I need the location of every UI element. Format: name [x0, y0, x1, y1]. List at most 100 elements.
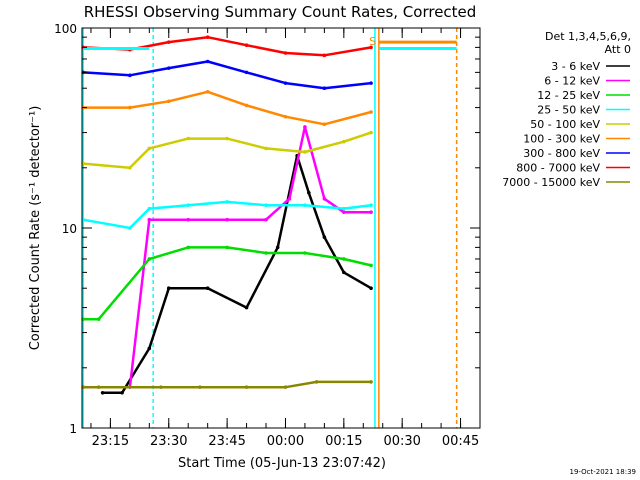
- series-point-7-6: [322, 53, 327, 58]
- y-axis-label: Corrected Count Rate (s⁻¹ detector⁻¹): [28, 106, 43, 351]
- x-tick-label: 23:30: [150, 434, 187, 449]
- series-point-5-5: [283, 114, 288, 119]
- series-point-1-3: [186, 217, 191, 222]
- series-line-6: [83, 60, 372, 90]
- series-point-4-6: [303, 150, 307, 154]
- series-point-8-5: [283, 385, 288, 389]
- series-group: [81, 35, 457, 395]
- series-point-7-7: [369, 45, 373, 50]
- series-point-6-7: [369, 81, 373, 85]
- series-point-6-1: [128, 73, 132, 78]
- series-point-3-7: [342, 206, 346, 211]
- legend-label-2: 12 - 25 keV: [537, 89, 600, 102]
- series-point-2-4: [225, 245, 229, 250]
- legend-label-1: 6 - 12 keV: [544, 75, 600, 88]
- footer-date: 19-Oct-2021 18:39: [570, 468, 636, 476]
- series-point-0-4: [205, 286, 210, 291]
- series-point-1-4: [225, 217, 229, 222]
- series-point-2-2: [147, 257, 152, 261]
- series-point-0-3: [166, 286, 171, 291]
- series-point-7-2: [166, 40, 171, 44]
- series-point-1-9: [342, 210, 346, 214]
- series-point-3-1: [128, 226, 132, 230]
- series-point-5-7: [369, 110, 373, 114]
- x-tick-label: 00:30: [383, 434, 420, 449]
- series-point-4-1: [128, 165, 132, 170]
- legend-label-8: 7000 - 15000 keV: [502, 176, 600, 189]
- series-point-4-7: [342, 139, 346, 144]
- series-point-0-10: [342, 270, 346, 275]
- annotations: S: [369, 35, 376, 48]
- x-tick-label: 00:45: [442, 434, 479, 449]
- series-point-6-5: [283, 81, 288, 85]
- series-line-5: [83, 90, 372, 126]
- chart-title: RHESSI Observing Summary Count Rates, Co…: [84, 3, 477, 21]
- series-point-0-11: [369, 286, 373, 291]
- series-point-7-4: [244, 43, 249, 48]
- series-point-2-6: [303, 251, 307, 255]
- series-point-6-4: [244, 70, 249, 75]
- series-point-3-5: [264, 203, 268, 208]
- legend-label-5: 100 - 300 keV: [523, 133, 600, 146]
- series-point-3-2: [147, 206, 152, 211]
- series-point-0-2: [147, 346, 152, 351]
- series-point-8-1: [96, 385, 101, 389]
- series-point-4-3: [186, 136, 191, 141]
- series-line-7: [83, 35, 372, 57]
- series-point-8-3: [198, 385, 202, 389]
- legend-label-7: 800 - 7000 keV: [516, 162, 600, 175]
- series-point-5-3: [205, 89, 210, 94]
- legend-label-6: 300 - 800 keV: [523, 147, 600, 160]
- series-line-8: [83, 380, 372, 389]
- series-point-5-6: [322, 122, 327, 127]
- x-tick-label: 00:00: [267, 434, 304, 449]
- series-point-4-2: [147, 146, 152, 151]
- series-point-1-7: [303, 125, 307, 129]
- series-point-2-3: [186, 245, 191, 250]
- series-point-2-8: [369, 263, 373, 268]
- x-tick-label: 23:45: [208, 434, 245, 449]
- series-point-6-2: [166, 66, 171, 70]
- series-point-4-8: [369, 130, 373, 135]
- series-point-2-7: [342, 257, 346, 261]
- series-point-1-8: [322, 196, 327, 201]
- series-point-8-2: [159, 385, 163, 389]
- series-point-0-8: [307, 190, 311, 195]
- y-tick-label: 1: [69, 422, 77, 436]
- series-point-4-5: [264, 146, 268, 151]
- series-point-3-3: [186, 203, 191, 208]
- series-point-5-4: [244, 103, 249, 108]
- series-point-0-1: [120, 390, 124, 395]
- series-point-0-6: [275, 245, 280, 250]
- series-point-2-5: [264, 251, 268, 255]
- series-point-3-6: [303, 203, 307, 208]
- legend-label-3: 25 - 50 keV: [537, 104, 600, 117]
- legend-header: Det 1,3,4,5,6,9,: [545, 30, 631, 43]
- series-line-3: [82, 200, 372, 230]
- y-tick-label: 10: [62, 222, 77, 236]
- series-point-7-3: [205, 35, 210, 39]
- axes: 1 10 100 23:15 23:30 23:45 00:00 00:15 00:30 00:4…: [54, 22, 481, 449]
- series-point-8-4: [244, 385, 249, 389]
- series-point-5-2: [166, 99, 171, 104]
- series-point-3-4: [225, 200, 229, 204]
- series-point-3-8: [369, 203, 373, 208]
- series-point-1-10: [369, 210, 373, 214]
- series-point-1-6: [287, 196, 292, 201]
- series-point-7-5: [283, 51, 288, 55]
- series-point-0-5: [244, 305, 249, 310]
- series-line-0: [102, 154, 372, 395]
- series-point-0-0: [100, 390, 105, 395]
- series-point-2-1: [96, 317, 101, 321]
- legend-label-0: 3 - 6 keV: [551, 60, 600, 73]
- x-axis-label: Start Time (05-Jun-13 23:07:42): [178, 456, 386, 471]
- series-point-0-9: [322, 235, 327, 239]
- series-point-1-5: [264, 217, 268, 222]
- legend-label-4: 50 - 100 keV: [530, 118, 600, 131]
- x-tick-label: 00:15: [325, 434, 362, 449]
- y-tick-label: 100: [54, 22, 77, 36]
- series-point-5-1: [128, 105, 132, 110]
- event-markers: [82, 28, 458, 428]
